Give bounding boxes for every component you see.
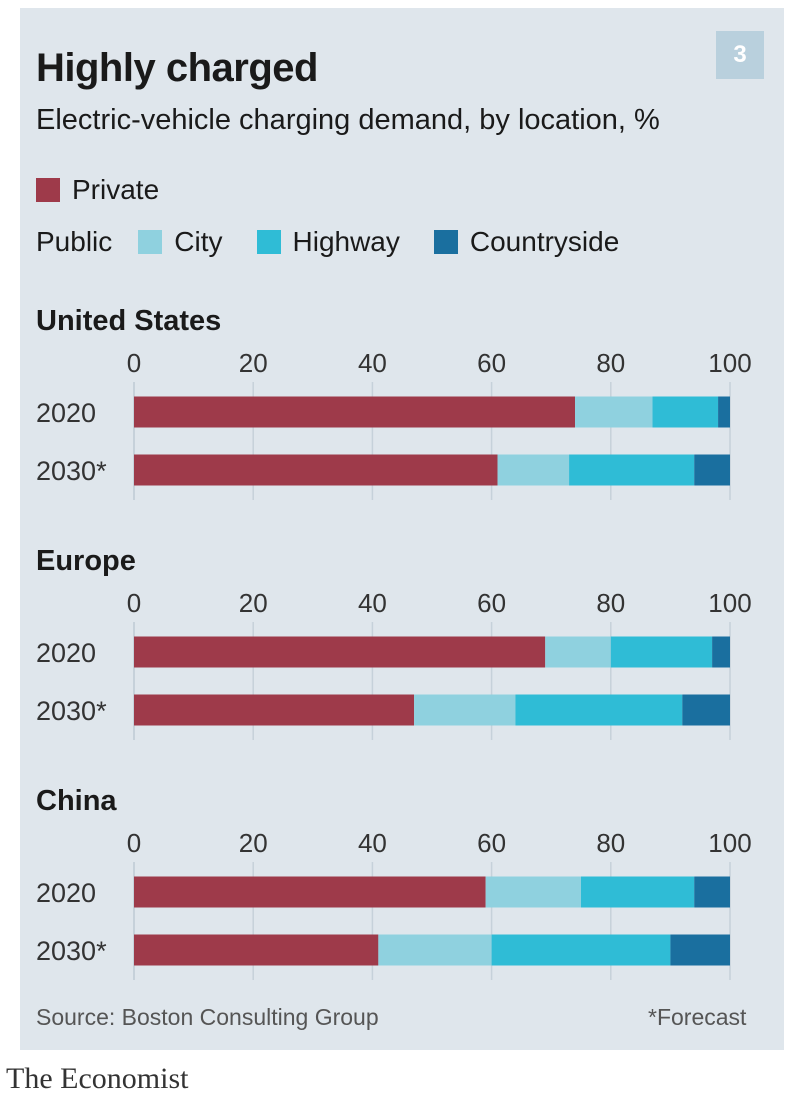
bar-private-united-states-2020 [134,396,576,428]
region-title-europe: Europe [36,545,136,577]
publisher-brand: The Economist [6,1062,189,1095]
legend-swatch-city [138,230,163,254]
x-tick-label: 100 [708,348,751,378]
chart-panel: Highly charged Electric-vehicle charging… [20,8,784,1050]
category-label: 2030* [36,936,107,966]
bar-private-europe-2030 [134,694,415,726]
bar-city-europe-2020 [545,636,611,668]
x-tick-label: 100 [708,828,751,858]
bar-countryside-china-2030 [670,934,730,966]
legend-public-row: Public City Highway Countryside [36,226,653,258]
legend-private-row: Private [36,174,193,206]
bar-countryside-united-states-2020 [718,396,730,428]
category-label: 2020 [36,398,96,428]
bar-highway-china-2020 [581,876,695,908]
x-tick-label: 80 [596,348,625,378]
bar-countryside-europe-2030 [682,694,730,726]
x-tick-label: 20 [239,828,268,858]
legend-label-highway: Highway [292,226,400,257]
legend-label-city: City [174,226,223,257]
legend-swatch-countryside [433,230,458,254]
region-title-united-states: United States [36,305,221,337]
bar-private-china-2020 [134,876,486,908]
bar-countryside-europe-2020 [712,636,730,668]
region-title-china: China [36,785,117,817]
legend-swatch-private [36,178,60,202]
chart-number-badge: 3 [716,31,764,79]
bar-private-united-states-2030 [134,454,498,486]
legend-item-highway: Highway [256,226,400,258]
category-label: 2020 [36,638,96,668]
legend-label-private: Private [72,174,160,205]
legend-label-public: Public [36,226,113,257]
x-tick-label: 40 [358,348,387,378]
bar-highway-united-states-2020 [652,396,719,428]
bar-highway-united-states-2030 [569,454,695,486]
bar-highway-europe-2020 [610,636,713,668]
bar-city-china-2030 [378,934,492,966]
chart-title: Highly charged [36,46,318,90]
x-tick-label: 60 [477,588,506,618]
x-tick-label: 40 [358,828,387,858]
bar-countryside-china-2020 [694,876,730,908]
x-tick-label: 0 [127,828,141,858]
x-tick-label: 20 [239,588,268,618]
x-tick-label: 80 [596,828,625,858]
bar-city-united-states-2030 [497,454,570,486]
x-tick-label: 0 [127,348,141,378]
source-note: Source: Boston Consulting Group [36,1004,379,1030]
x-tick-label: 60 [477,828,506,858]
bar-city-united-states-2020 [575,396,653,428]
legend-label-countryside: Countryside [469,226,620,257]
legend-swatch-highway [256,230,281,254]
x-tick-label: 40 [358,588,387,618]
x-tick-label: 0 [127,588,141,618]
legend-item-city: City [138,226,223,258]
bar-highway-europe-2030 [515,694,683,726]
x-tick-label: 100 [708,588,751,618]
category-label: 2030* [36,696,107,726]
x-tick-label: 20 [239,348,268,378]
category-label: 2030* [36,456,107,486]
bar-highway-china-2030 [491,934,671,966]
bar-private-china-2030 [134,934,379,966]
bar-countryside-united-states-2030 [694,454,730,486]
legend-item-private: Private [36,174,159,206]
x-tick-label: 80 [596,588,625,618]
bar-private-europe-2020 [134,636,546,668]
bar-city-china-2020 [485,876,581,908]
chart-subtitle: Electric-vehicle charging demand, by loc… [36,104,660,136]
x-tick-label: 60 [477,348,506,378]
bar-city-europe-2030 [414,694,516,726]
legend-item-countryside: Countryside [433,226,620,258]
forecast-footnote: *Forecast [648,1004,747,1030]
category-label: 2020 [36,878,96,908]
